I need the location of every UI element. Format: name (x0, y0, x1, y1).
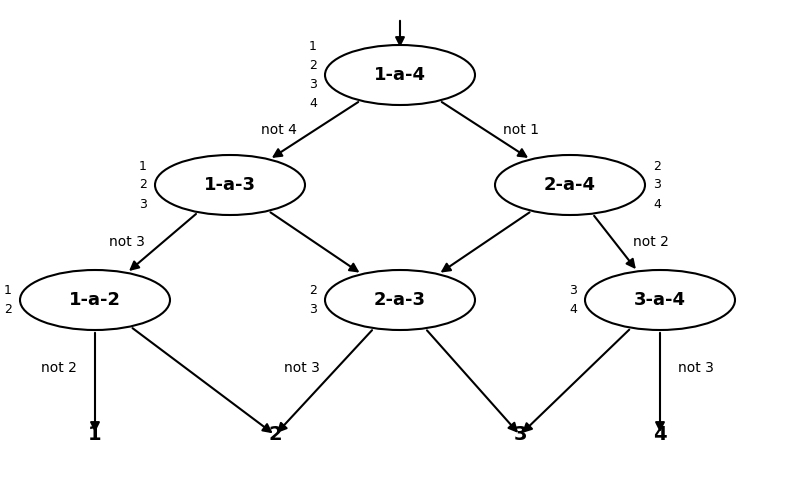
Text: 1-a-3: 1-a-3 (204, 176, 256, 194)
Text: 1
2
3
4: 1 2 3 4 (309, 40, 317, 110)
Text: not 2: not 2 (633, 236, 669, 250)
Ellipse shape (585, 270, 735, 330)
Text: 2
3: 2 3 (309, 284, 317, 316)
Text: 1-a-2: 1-a-2 (69, 291, 121, 309)
Ellipse shape (495, 155, 645, 215)
Text: 2-a-3: 2-a-3 (374, 291, 426, 309)
Text: not 2: not 2 (41, 360, 77, 375)
Text: 1
2
3: 1 2 3 (139, 160, 147, 211)
Text: 3
4: 3 4 (569, 284, 577, 316)
Text: 4: 4 (653, 426, 667, 445)
Ellipse shape (325, 270, 475, 330)
Text: 3-a-4: 3-a-4 (634, 291, 686, 309)
Text: 2
3
4: 2 3 4 (653, 160, 661, 211)
Text: 1: 1 (88, 426, 102, 445)
Ellipse shape (155, 155, 305, 215)
Ellipse shape (325, 45, 475, 105)
Text: not 4: not 4 (261, 123, 297, 137)
Text: 1-a-4: 1-a-4 (374, 66, 426, 84)
Text: not 1: not 1 (503, 123, 539, 137)
Ellipse shape (20, 270, 170, 330)
Text: not 3: not 3 (109, 236, 145, 250)
Text: 3: 3 (514, 426, 526, 445)
Text: 2-a-4: 2-a-4 (544, 176, 596, 194)
Text: 2: 2 (268, 426, 282, 445)
Text: not 3: not 3 (678, 360, 714, 375)
Text: 1
2: 1 2 (4, 284, 12, 316)
Text: not 3: not 3 (284, 360, 319, 375)
